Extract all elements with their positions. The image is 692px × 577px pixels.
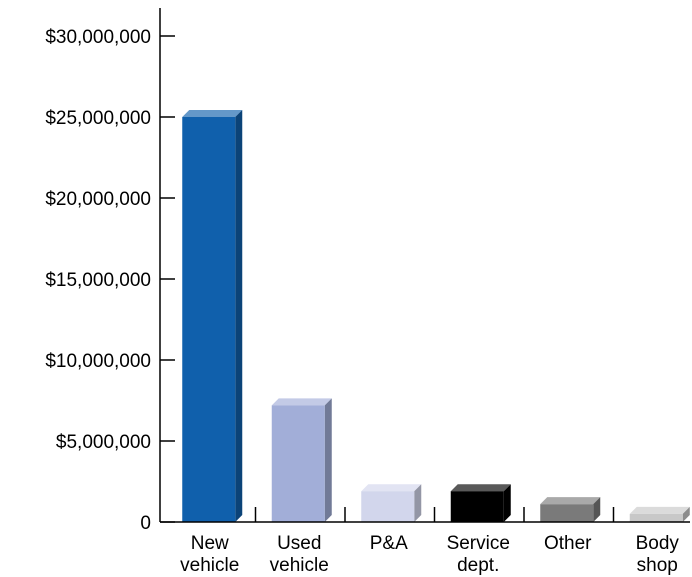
bar-front bbox=[361, 491, 415, 522]
bar-side bbox=[235, 110, 243, 522]
x-tick-label: New vehicle bbox=[180, 533, 239, 576]
bar bbox=[540, 497, 601, 522]
bar-top bbox=[182, 110, 243, 117]
bar bbox=[182, 110, 243, 522]
bar-side bbox=[503, 484, 511, 522]
bar-top bbox=[271, 398, 332, 406]
x-tick-label: P&A bbox=[370, 533, 408, 554]
bar bbox=[629, 506, 690, 522]
x-tick-label: Service dept. bbox=[447, 533, 510, 576]
x-tick-label: Body shop bbox=[636, 533, 680, 576]
x-axis: New vehicle Used vehicle P&A Service dept. Othe… bbox=[160, 507, 690, 576]
bar-top bbox=[450, 484, 511, 492]
bar-side bbox=[324, 398, 332, 522]
bar-side bbox=[414, 484, 422, 522]
bar-front bbox=[271, 405, 325, 522]
bar-front bbox=[629, 513, 683, 522]
bar-top bbox=[361, 484, 422, 492]
y-tick-label: $30,000,000 bbox=[45, 27, 151, 48]
bar-front bbox=[540, 504, 594, 522]
y-tick-label: 0 bbox=[140, 513, 151, 534]
bars bbox=[182, 110, 690, 522]
bar-front bbox=[450, 491, 504, 522]
x-tick-label: Other bbox=[544, 533, 592, 554]
bar-front bbox=[182, 117, 236, 522]
y-tick-label: $20,000,000 bbox=[45, 189, 151, 210]
bar bbox=[361, 484, 422, 522]
bar-top bbox=[540, 497, 601, 505]
y-axis: 0 $5,000,000 $10,000,000 $15,000,000 $20,000… bbox=[45, 8, 175, 534]
bar bbox=[271, 398, 332, 522]
bar-side bbox=[593, 497, 601, 522]
y-tick-label: $10,000,000 bbox=[45, 351, 151, 372]
bar-top bbox=[629, 506, 690, 514]
x-tick-label: Used vehicle bbox=[270, 533, 329, 576]
bar bbox=[450, 484, 511, 522]
y-tick-label: $5,000,000 bbox=[56, 432, 151, 453]
y-tick-label: $15,000,000 bbox=[45, 270, 151, 291]
y-tick-label: $25,000,000 bbox=[45, 108, 151, 129]
bar-side bbox=[682, 506, 690, 522]
